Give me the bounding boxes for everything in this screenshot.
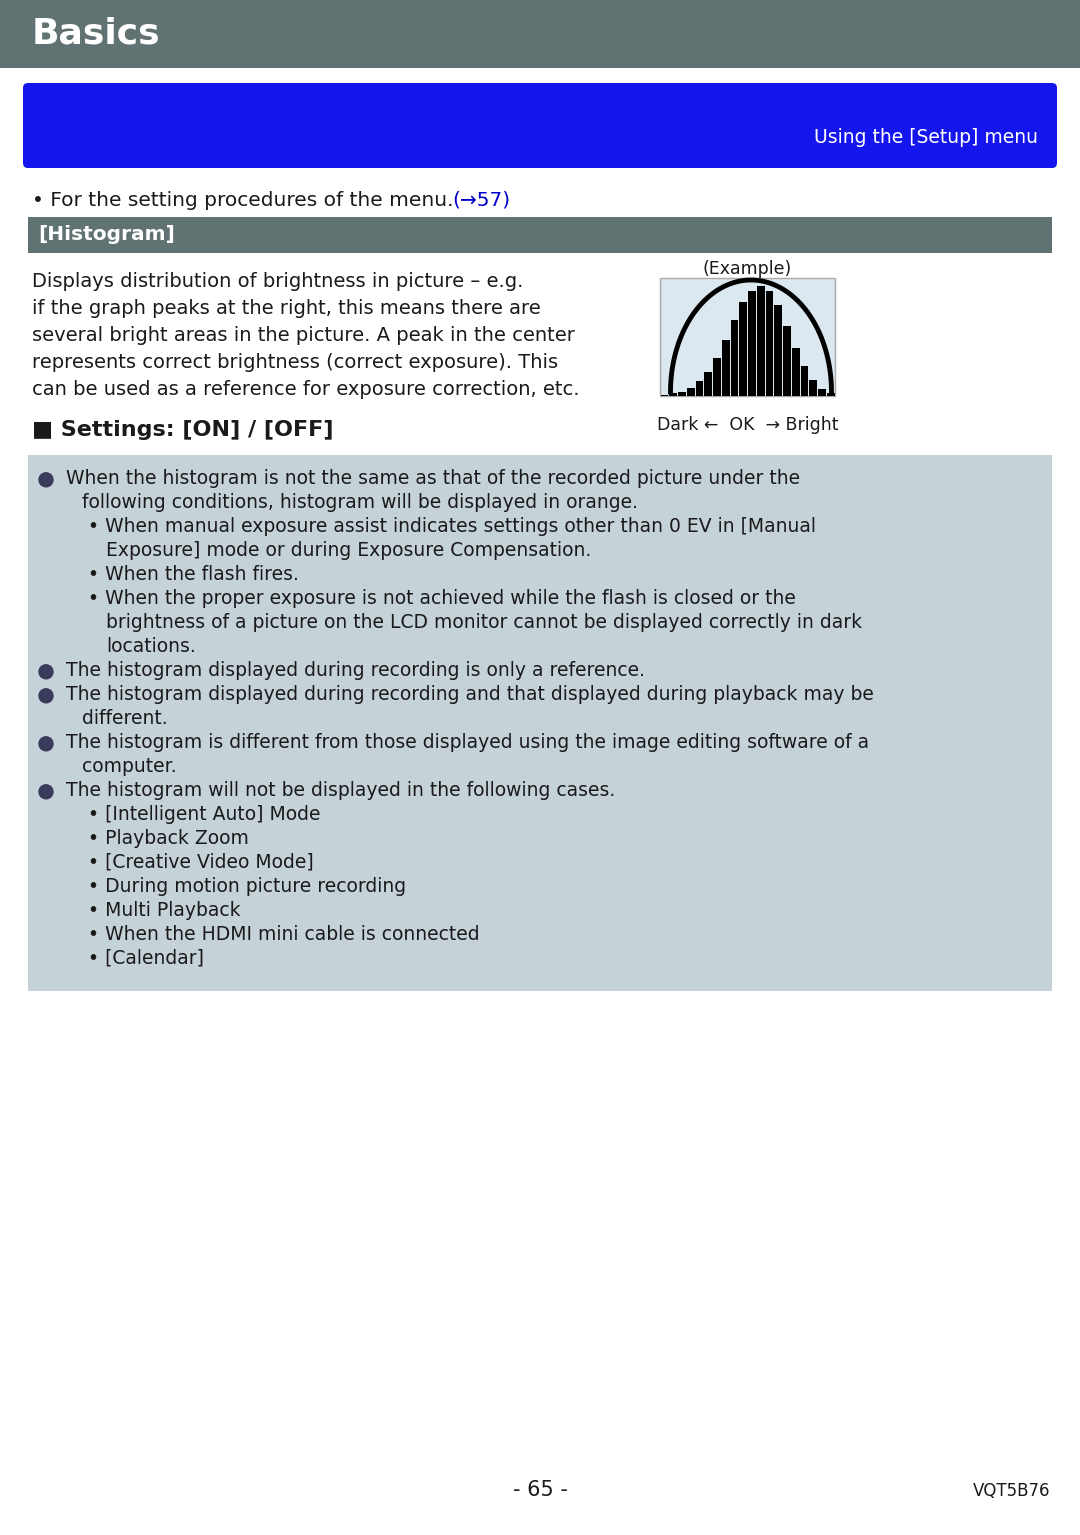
Circle shape (39, 689, 53, 703)
Text: • When the flash fires.: • When the flash fires. (87, 565, 299, 583)
Bar (783, 327, 791, 396)
Bar (766, 292, 773, 396)
Text: The histogram will not be displayed in the following cases.: The histogram will not be displayed in t… (66, 781, 616, 800)
Text: (→57): (→57) (453, 190, 510, 209)
Bar (687, 388, 694, 396)
Bar (809, 379, 816, 396)
Text: represents correct brightness (correct exposure). This: represents correct brightness (correct e… (32, 353, 558, 371)
Text: • For the setting procedures of the menu.: • For the setting procedures of the menu… (32, 190, 460, 209)
Text: The histogram displayed during recording is only a reference.: The histogram displayed during recording… (66, 662, 645, 680)
Text: locations.: locations. (106, 637, 195, 655)
Circle shape (39, 665, 53, 678)
Text: • Multi Playback: • Multi Playback (87, 901, 241, 919)
Text: • [Intelligent Auto] Mode: • [Intelligent Auto] Mode (87, 804, 321, 824)
Circle shape (39, 737, 53, 751)
Bar (774, 305, 782, 396)
Bar (28, 216, 1052, 253)
Text: Using the [Setup] menu: Using the [Setup] menu (814, 127, 1038, 147)
Text: • [Creative Video Mode]: • [Creative Video Mode] (87, 853, 314, 872)
FancyBboxPatch shape (23, 83, 1057, 167)
Bar (800, 367, 808, 396)
Circle shape (39, 473, 53, 487)
Text: Displays distribution of brightness in picture – e.g.: Displays distribution of brightness in p… (32, 272, 524, 292)
Bar (721, 339, 729, 396)
Bar (696, 381, 703, 396)
Text: VQT5B76: VQT5B76 (972, 1481, 1050, 1500)
Text: The histogram is different from those displayed using the image editing software: The histogram is different from those di… (66, 734, 869, 752)
Text: if the graph peaks at the right, this means there are: if the graph peaks at the right, this me… (32, 299, 541, 318)
Text: • During motion picture recording: • During motion picture recording (87, 876, 406, 896)
Text: Dark ←  OK  → Bright: Dark ← OK → Bright (657, 416, 838, 434)
Bar (670, 393, 677, 396)
Bar (660, 278, 835, 396)
Text: • When the HDMI mini cable is connected: • When the HDMI mini cable is connected (87, 926, 480, 944)
Bar (792, 348, 799, 396)
Bar (818, 390, 826, 396)
Text: • Playback Zoom: • Playback Zoom (87, 829, 248, 847)
Text: [Histogram]: [Histogram] (38, 226, 175, 244)
Text: The histogram displayed during recording and that displayed during playback may : The histogram displayed during recording… (66, 685, 874, 705)
Text: • When the proper exposure is not achieved while the flash is closed or the: • When the proper exposure is not achiev… (87, 589, 796, 608)
Bar (28, 454, 1052, 992)
Text: • When manual exposure assist indicates settings other than 0 EV in [Manual: • When manual exposure assist indicates … (87, 517, 816, 536)
Bar (678, 391, 686, 396)
Bar (730, 319, 739, 396)
Text: brightness of a picture on the LCD monitor cannot be displayed correctly in dark: brightness of a picture on the LCD monit… (106, 612, 862, 632)
Text: (Example): (Example) (703, 259, 792, 278)
Text: computer.: computer. (82, 757, 177, 777)
Bar (0, 0, 1080, 68)
Text: different.: different. (82, 709, 167, 728)
Text: When the histogram is not the same as that of the recorded picture under the: When the histogram is not the same as th… (66, 470, 800, 488)
Text: • [Calendar]: • [Calendar] (87, 949, 204, 969)
Bar (748, 292, 756, 396)
Bar (704, 371, 712, 396)
Text: - 65 -: - 65 - (513, 1480, 567, 1500)
Bar (713, 359, 720, 396)
Text: Basics: Basics (32, 17, 161, 51)
Text: Exposure] mode or during Exposure Compensation.: Exposure] mode or during Exposure Compen… (106, 540, 591, 560)
Bar (827, 393, 835, 396)
Text: can be used as a reference for exposure correction, etc.: can be used as a reference for exposure … (32, 381, 580, 399)
Circle shape (39, 784, 53, 798)
Bar (757, 286, 765, 396)
Bar (739, 302, 747, 396)
Text: several bright areas in the picture. A peak in the center: several bright areas in the picture. A p… (32, 325, 575, 345)
Text: ■ Settings: [ON] / [OFF]: ■ Settings: [ON] / [OFF] (32, 421, 334, 441)
Text: following conditions, histogram will be displayed in orange.: following conditions, histogram will be … (82, 493, 638, 513)
